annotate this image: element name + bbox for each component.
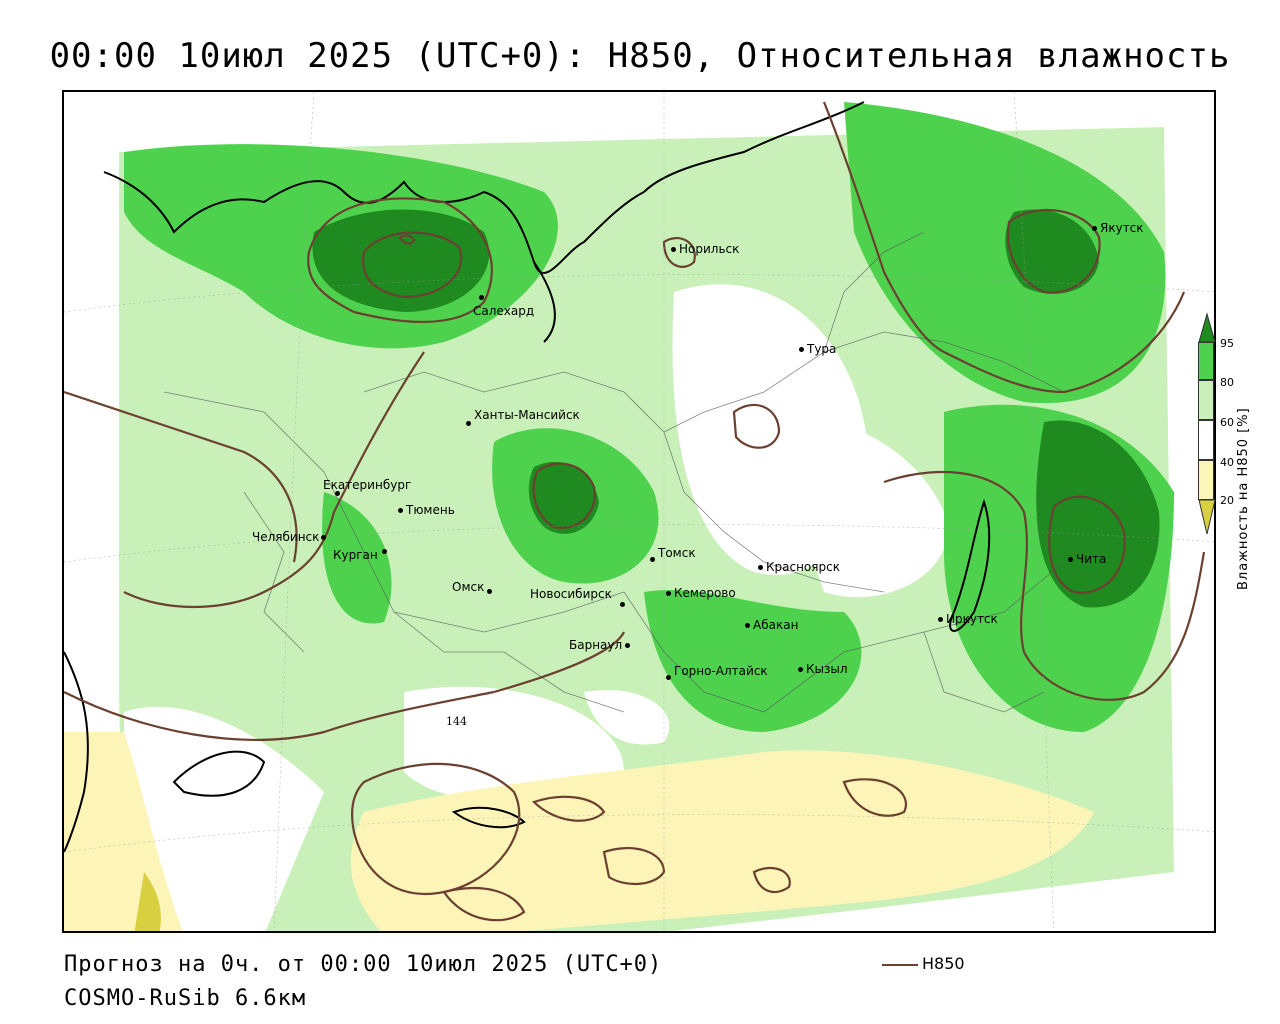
city-label: Норильск: [679, 242, 740, 256]
city-label: Чита: [1076, 552, 1107, 566]
colorbar-swatch-80: [1198, 380, 1214, 420]
city-marker: [1092, 226, 1097, 231]
city-label: Красноярск: [766, 560, 840, 574]
city-tyumen[interactable]: Тюмень: [398, 503, 455, 517]
contour-line-label: H850: [922, 954, 965, 973]
city-salekhard[interactable]: Салехард: [473, 290, 548, 318]
humidity-colorbar: [1198, 312, 1218, 540]
city-khanty-mansiysk[interactable]: Ханты-Мансийск: [466, 408, 580, 430]
map-area[interactable]: [62, 90, 1216, 933]
city-barnaul[interactable]: Барнаул: [569, 638, 633, 652]
colorbar-tick: 60: [1220, 416, 1234, 429]
model-info: COSMO-RuSib 6.6км: [64, 986, 307, 1011]
city-norilsk[interactable]: Норильск: [671, 242, 739, 256]
city-label: Кемерово: [674, 586, 736, 600]
city-label: Новосибирск: [530, 587, 612, 601]
city-tomsk[interactable]: Томск: [650, 546, 696, 566]
city-kemerovo[interactable]: Кемерово: [666, 586, 736, 600]
city-label: Барнаул: [569, 638, 623, 652]
colorbar-tick: 80: [1220, 376, 1234, 389]
city-label: Ханты-Мансийск: [474, 408, 580, 422]
city-marker: [799, 347, 804, 352]
city-chelyabinsk[interactable]: Челябинск: [252, 530, 329, 544]
city-marker: [798, 667, 803, 672]
city-gorno-altaysk[interactable]: Горно-Алтайск: [666, 664, 768, 684]
contour-value-label: 144: [444, 715, 469, 728]
city-tura[interactable]: Тура: [799, 342, 836, 356]
forecast-info: Прогноз на 0ч. от 00:00 10июл 2025 (UTC+…: [64, 952, 663, 977]
colorbar-tick: 20: [1220, 494, 1234, 507]
city-marker: [1068, 557, 1073, 562]
city-marker: [398, 508, 403, 513]
city-marker: [745, 623, 750, 628]
city-label: Кызыл: [806, 662, 848, 676]
city-marker: [758, 565, 763, 570]
city-label: Тюмень: [406, 503, 455, 517]
city-kurgan[interactable]: Курган: [333, 548, 390, 562]
humidity-field: [64, 92, 1214, 931]
city-marker: [650, 557, 655, 562]
map-title: 00:00 10июл 2025 (UTC+0): H850, Относите…: [49, 36, 1231, 76]
city-marker: [487, 589, 493, 594]
city-label: Челябинск: [252, 530, 320, 544]
contour-line-legend: H850: [882, 954, 965, 973]
city-marker: [625, 643, 631, 648]
city-marker: [321, 535, 327, 540]
city-marker: [619, 602, 625, 607]
city-label: Абакан: [753, 618, 799, 632]
city-marker: [671, 247, 676, 252]
city-label: Курган: [333, 548, 378, 562]
city-label: Горно-Алтайск: [674, 664, 768, 678]
city-label: Томск: [658, 546, 696, 560]
city-label: Салехард: [473, 304, 535, 318]
colorbar-swatch-40: [1198, 460, 1214, 500]
city-marker: [666, 591, 671, 596]
colorbar-tick: 40: [1220, 456, 1234, 469]
city-novosibirsk[interactable]: Новосибирск: [530, 587, 628, 607]
city-abakan[interactable]: Абакан: [745, 618, 798, 632]
city-marker: [666, 675, 671, 680]
city-kyzyl[interactable]: Кызыл: [798, 662, 848, 676]
city-omsk[interactable]: Омск: [452, 580, 495, 594]
city-marker: [938, 617, 943, 622]
colorbar-swatch-60: [1198, 420, 1214, 460]
city-label: Омск: [452, 580, 485, 594]
contour-line-swatch: [882, 963, 918, 966]
city-label: Тура: [807, 342, 837, 356]
city-irkutsk[interactable]: Иркутск: [938, 612, 998, 626]
city-label: Екатеринбург: [323, 478, 412, 492]
city-marker: [381, 549, 387, 554]
city-marker: [466, 421, 471, 426]
city-marker: [479, 295, 484, 300]
colorbar-label: Влажность на H850 [%]: [1236, 407, 1251, 590]
colorbar-swatch-95: [1198, 342, 1214, 380]
city-yakutsk[interactable]: Якутск: [1092, 221, 1144, 235]
city-chita[interactable]: Чита: [1068, 552, 1106, 566]
city-ekaterinburg[interactable]: Екатеринбург: [323, 478, 431, 500]
city-label: Иркутск: [946, 612, 998, 626]
colorbar-tick: 95: [1220, 337, 1234, 350]
city-krasnoyarsk[interactable]: Красноярск: [758, 560, 840, 574]
city-label: Якутск: [1100, 221, 1144, 235]
city-marker: [335, 491, 340, 496]
